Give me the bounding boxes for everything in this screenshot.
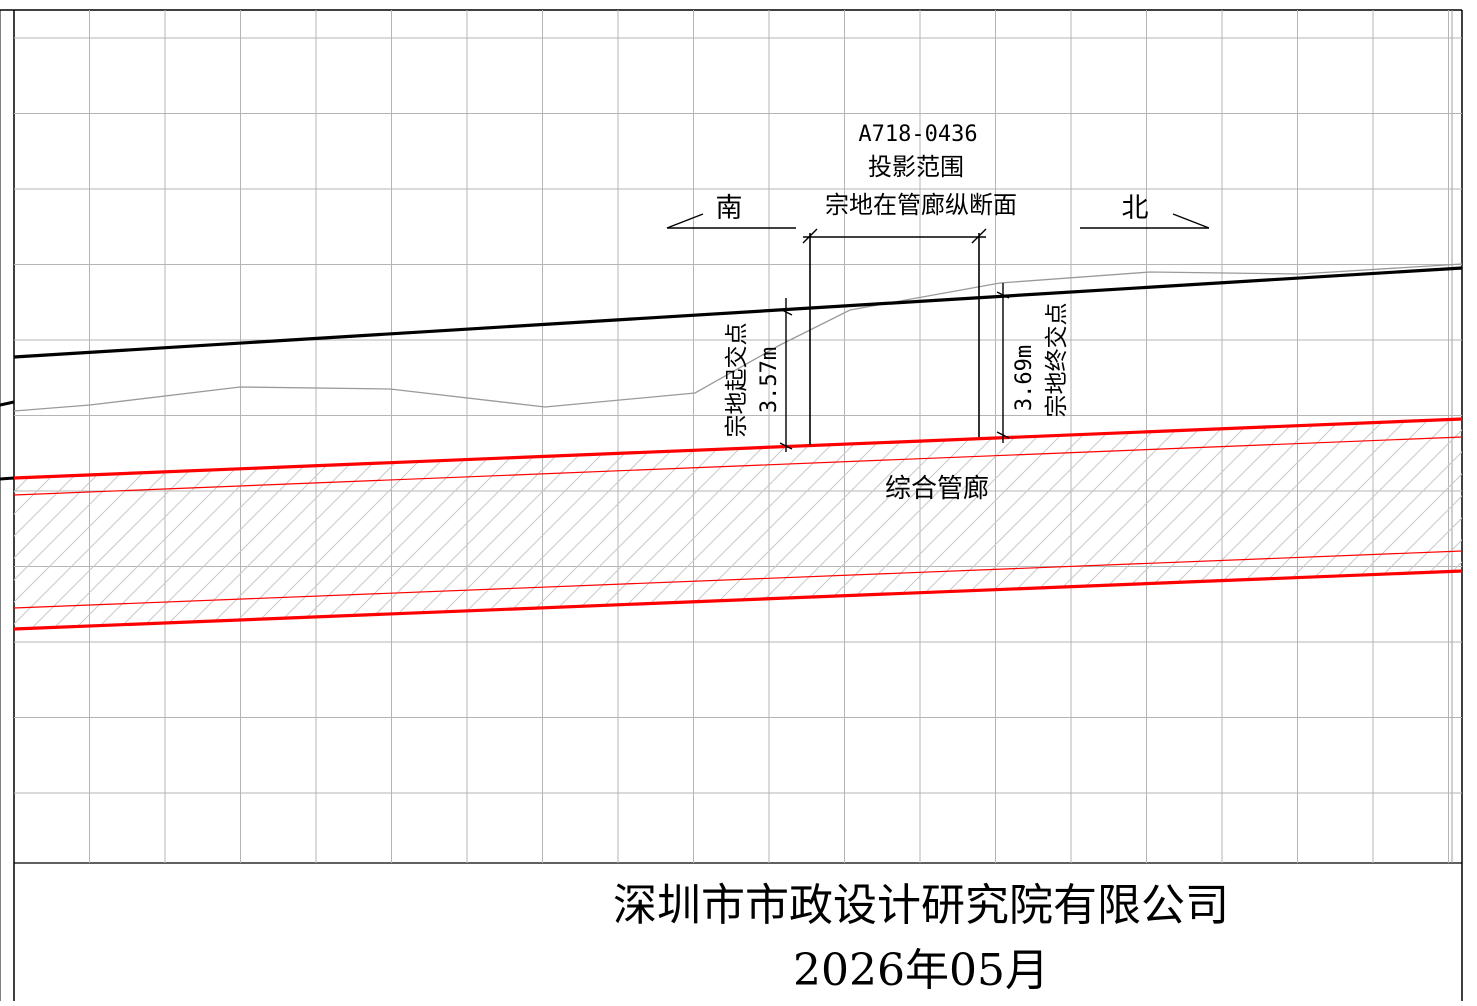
projection-tick-left — [802, 228, 818, 244]
tunnel-lines — [13, 417, 1463, 631]
north-arrow-head — [1172, 213, 1210, 229]
hatch-line — [63, 419, 305, 629]
hatch-line — [1251, 419, 1462, 629]
section-label: 宗地在管廊纵断面 — [825, 191, 1017, 219]
hatch-line — [1427, 419, 1462, 629]
north-label: 北 — [1122, 193, 1149, 224]
parcel-code: A718-0436 — [858, 122, 977, 147]
start-point-depth: 3.57m — [757, 347, 782, 413]
hatch-line — [1097, 419, 1339, 629]
company-name: 深圳市市政设计研究院有限公司 — [613, 880, 1229, 931]
hatch-line — [767, 419, 1009, 629]
hatch-line — [107, 419, 349, 629]
start-depth-dimension — [779, 298, 793, 452]
hatch-line — [349, 419, 591, 629]
hatch-line — [1383, 419, 1462, 629]
south-arrow — [666, 213, 796, 229]
hatch-line — [1273, 419, 1462, 629]
hatch-line — [1472, 400, 1477, 640]
end-point-depth: 3.69m — [1012, 345, 1037, 411]
drawing-frame — [0, 9, 1463, 1001]
hatch-line — [261, 419, 503, 629]
hatch-line — [1075, 419, 1317, 629]
hatch-line — [14, 419, 85, 629]
tunnel-line-stub — [0, 476, 15, 481]
hatch-line — [41, 419, 283, 629]
end-depth-dimension — [996, 283, 1010, 443]
start-depth-tick-bottom — [779, 442, 793, 450]
hatch-line — [305, 419, 547, 629]
hatch-line — [151, 419, 393, 629]
hatch-line — [19, 419, 261, 629]
hatch-line — [679, 419, 921, 629]
hatch-line — [1141, 419, 1383, 629]
hatch-line — [283, 419, 525, 629]
tunnel-bottom-inner-line — [13, 550, 1463, 609]
parcel-projection — [802, 228, 987, 445]
hatch-line — [327, 419, 569, 629]
end-depth-tick-bottom — [996, 431, 1010, 439]
hatch-line — [14, 419, 173, 629]
hatch-line — [129, 419, 371, 629]
hatch-line — [371, 419, 613, 629]
hatch-line — [745, 419, 987, 629]
ground-line — [13, 266, 1463, 359]
start-point-label: 宗地起交点 — [724, 323, 750, 438]
hatch-line — [14, 419, 107, 629]
hatch-line — [393, 419, 635, 629]
end-point-label: 宗地终交点 — [1044, 303, 1070, 418]
drawing-date: 2026年05月 — [793, 945, 1049, 996]
hatch-line — [1053, 419, 1295, 629]
tunnel-top-inner-line — [13, 436, 1463, 496]
terrain-line — [13, 263, 1463, 412]
hatch-line — [217, 419, 459, 629]
hatch-line — [1229, 419, 1462, 629]
hatch-line — [1317, 419, 1462, 629]
north-arrow — [1080, 213, 1210, 229]
tunnel-top-line — [13, 417, 1463, 480]
south-arrow-head — [666, 213, 704, 229]
hatch-line — [1449, 419, 1462, 629]
ground-line-stub — [0, 400, 15, 407]
tunnel-label: 综合管廊 — [885, 474, 989, 504]
hatch-line — [1207, 419, 1449, 629]
hatch-line — [173, 419, 415, 629]
end-depth-tick-top — [996, 291, 1010, 299]
projection-label: 投影范围 — [868, 153, 964, 181]
south-label: 南 — [716, 193, 743, 224]
hatch-line — [239, 419, 481, 629]
hatch-line — [789, 419, 1031, 629]
grid — [14, 10, 1462, 863]
projection-tick-right — [971, 228, 987, 244]
hatch-line — [1119, 419, 1361, 629]
hatch-line — [965, 419, 1207, 629]
hatch-line — [1163, 419, 1405, 629]
tunnel-bottom-line — [13, 569, 1463, 631]
start-depth-tick-top — [779, 308, 793, 316]
hatch-line — [1295, 419, 1462, 629]
